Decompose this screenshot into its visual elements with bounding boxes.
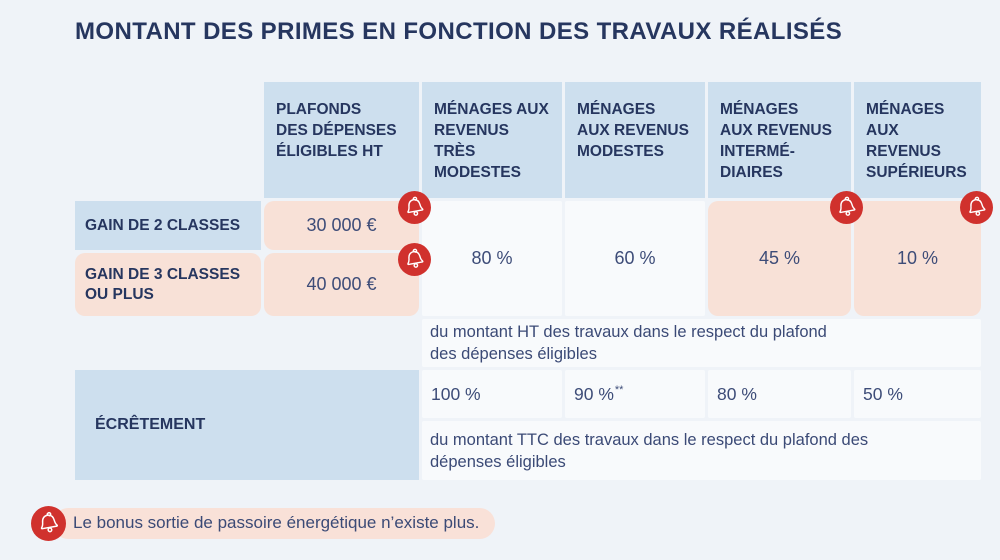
header-line: AUX REVENUS (720, 122, 832, 139)
column-header-tres-modestes: MÉNAGES AUX REVENUS TRÈS MODESTES (422, 82, 562, 198)
rate-modestes: 60 % (565, 201, 705, 316)
plafond-value: 30 000 € (306, 215, 377, 235)
alert-bell-icon (398, 243, 431, 276)
plafond-gain-3-classes: 40 000 € (264, 243, 431, 316)
footnote-marker: ** (614, 384, 624, 396)
header-line: PLAFONDS (276, 101, 362, 118)
header-line: REVENUS TRÈS (434, 122, 509, 160)
column-header-intermediaires: MÉNAGES AUX REVENUS INTERMÉ- DIAIRES (708, 82, 851, 198)
ecretement-note-ttc: du montant TTC des travaux dans le respe… (422, 421, 981, 480)
ecretement-rate-tres-modestes: 100 % (422, 370, 562, 418)
row-label-ecretement: ÉCRÊTEMENT (75, 370, 419, 480)
row-label-gain-3-classes: GAIN DE 3 CLASSES OU PLUS (75, 253, 261, 316)
ecretement-rate-modestes: 90 % ** (565, 370, 705, 418)
rate-superieurs: 10 % (854, 191, 993, 316)
rate-value: 10 % (896, 248, 939, 268)
rate-value: 60 % (614, 248, 656, 268)
header-line: MODESTES (434, 164, 521, 181)
header-line: DES DÉPENSES (276, 122, 397, 139)
column-header-plafonds: PLAFONDS DES DÉPENSES ÉLIGIBLES HT (264, 82, 419, 198)
header-line: AUX REVENUS (577, 122, 689, 139)
ecretement-rate-superieurs: 50 % (854, 370, 981, 418)
alert-bell-icon (398, 191, 431, 224)
alert-bell-icon (830, 191, 863, 224)
header-line: MÉNAGES (577, 101, 656, 118)
footnote: Le bonus sortie de passoire énergétique … (31, 506, 496, 541)
plafond-gain-2-classes: 30 000 € (264, 191, 431, 250)
rate-intermediaires: 45 % (708, 191, 863, 316)
header-line: MODESTES (577, 143, 664, 160)
rate-tres-modestes: 80 % (422, 201, 562, 316)
header-line: MÉNAGES (720, 101, 799, 118)
page-title: MONTANT DES PRIMES EN FONCTION DES TRAVA… (75, 18, 843, 45)
header-line: MÉNAGES AUX (434, 101, 549, 118)
header-line: REVENUS (866, 143, 941, 160)
row-label-gain-2-classes: GAIN DE 2 CLASSES (75, 201, 261, 250)
primes-table: PLAFONDS DES DÉPENSES ÉLIGIBLES HT MÉNAG… (75, 82, 993, 480)
alert-bell-icon (960, 191, 993, 224)
ecretement-rate-intermediaires: 80 % (708, 370, 851, 418)
footnote-text: Le bonus sortie de passoire énergétique … (53, 508, 496, 539)
column-header-modestes: MÉNAGES AUX REVENUS MODESTES (565, 82, 705, 198)
header-line: SUPÉRIEURS (866, 164, 967, 181)
alert-bell-icon (31, 506, 66, 541)
rate-value: 80 % (471, 248, 513, 268)
header-line: DIAIRES (720, 164, 783, 181)
header-line: MÉNAGES (866, 101, 945, 118)
plafond-value: 40 000 € (306, 274, 377, 294)
column-header-superieurs: MÉNAGES AUX REVENUS SUPÉRIEURS (854, 82, 981, 198)
header-line: AUX (866, 122, 899, 139)
header-line: INTERMÉ- (720, 143, 795, 160)
rate-value: 45 % (758, 248, 801, 268)
header-line: ÉLIGIBLES HT (276, 143, 383, 160)
rates-note-ht: du montant HT des travaux dans le respec… (422, 319, 981, 367)
